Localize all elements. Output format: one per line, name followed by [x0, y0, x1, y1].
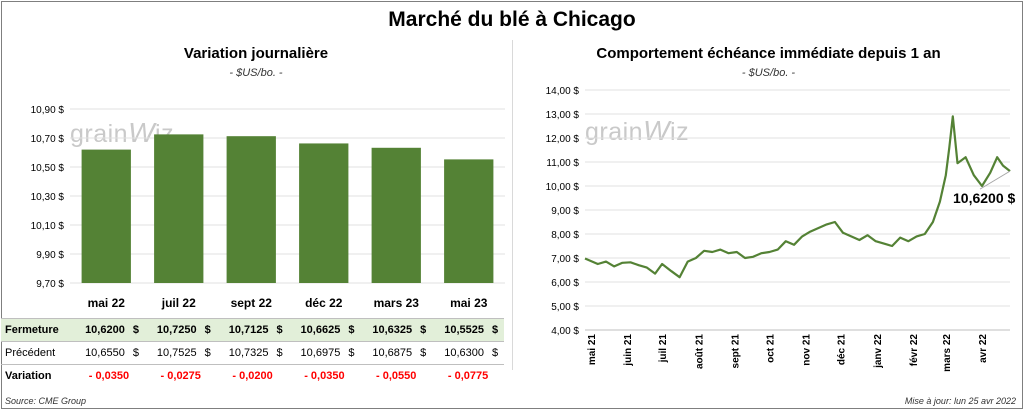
- line-chart: 4,00 $ 5,00 $ 6,00 $ 7,00 $ 8,00 $ 9,00 $ 10,0…: [546, 86, 1016, 372]
- x-tick-label: mai 22: [88, 296, 126, 310]
- currency: $: [416, 318, 433, 342]
- previous-value: 10,6300: [432, 341, 488, 365]
- source-note: Source: CME Group: [5, 396, 87, 406]
- currency: $: [488, 341, 504, 365]
- previous-value: 10,7325: [216, 341, 273, 365]
- x-tick-label: sept 22: [231, 296, 273, 310]
- variation-value: - 0,0350: [304, 370, 345, 383]
- bar: [299, 143, 349, 283]
- x-tick-label: janv 22: [873, 334, 884, 369]
- x-tick-label: déc 21: [837, 334, 848, 366]
- x-tick-label: avr 22: [978, 334, 989, 363]
- y-tick-label: 8,00 $: [551, 230, 579, 241]
- y-tick-label: 10,50 $: [31, 163, 65, 174]
- x-tick-label: juil 22: [161, 296, 196, 310]
- currency: $: [272, 341, 289, 365]
- y-tick-label: 10,30 $: [31, 192, 65, 203]
- y-tick-label: 10,70 $: [31, 134, 65, 145]
- variation-value: - 0,0550: [376, 370, 417, 383]
- watermark-right: grainWiz: [585, 115, 690, 146]
- close-label: Fermeture: [1, 318, 73, 342]
- y-tick-label: 10,90 $: [31, 105, 65, 116]
- x-tick-label: mars 23: [374, 296, 420, 310]
- bar: [81, 149, 131, 283]
- currency: $: [416, 341, 433, 365]
- x-tick-label: févr 22: [909, 334, 920, 367]
- row-variation: Variation - 0,0350 - 0,0275 - 0,0200 - 0…: [1, 365, 504, 388]
- y-tick-label: 9,00 $: [551, 206, 579, 217]
- variation-value: - 0,0775: [447, 370, 489, 383]
- currency: $: [344, 318, 361, 342]
- last-value-label: 10,6200 $: [953, 190, 1015, 206]
- y-tick-label: 9,90 $: [36, 250, 64, 261]
- y-tick-label: 6,00 $: [551, 278, 579, 289]
- bar-chart-unit: - $US/bo. -: [229, 67, 283, 79]
- previous-value: 10,6550: [73, 341, 129, 365]
- y-tick-label: 5,00 $: [551, 302, 579, 313]
- price-line: [584, 115, 1011, 279]
- x-tick-label: août 21: [694, 334, 705, 369]
- bar: [444, 159, 494, 283]
- close-value: 10,7250: [144, 318, 201, 342]
- close-value: 10,7125: [216, 318, 273, 342]
- bar: [154, 134, 204, 283]
- currency: $: [272, 318, 289, 342]
- previous-value: 10,6975: [288, 341, 345, 365]
- previous-value: 10,6875: [360, 341, 417, 365]
- close-value: 10,6200: [73, 318, 129, 342]
- y-tick-label: 10,10 $: [31, 221, 65, 232]
- x-tick-label: juil 21: [658, 334, 669, 364]
- row-close: Fermeture 10,6200 $ 10,7250 $ 10,7125 $ 10,…: [1, 318, 504, 342]
- close-value: 10,6325: [360, 318, 417, 342]
- currency: $: [488, 318, 504, 342]
- bar-chart-title: Variation journalière: [183, 45, 329, 62]
- y-tick-label: 12,00 $: [546, 134, 580, 145]
- x-tick-label: juin 21: [623, 334, 634, 367]
- currency: $: [128, 341, 145, 365]
- x-tick-label: mai 23: [450, 296, 488, 310]
- variation-label: Variation: [5, 370, 52, 383]
- variation-value: - 0,0200: [232, 370, 273, 383]
- variation-value: - 0,0275: [160, 370, 201, 383]
- bar: [226, 136, 276, 283]
- line-chart-title: Comportement échéance immédiate depuis 1…: [596, 45, 941, 62]
- x-tick-label: nov 21: [802, 334, 813, 366]
- y-tick-label: 10,00 $: [546, 182, 580, 193]
- x-tick-label: oct 21: [765, 334, 776, 363]
- main-title: Marché du blé à Chicago: [388, 8, 636, 31]
- x-tick-label: mai 21: [587, 334, 598, 366]
- previous-label: Précédent: [1, 341, 73, 365]
- callout-line: [979, 170, 1011, 190]
- update-note: Mise à jour: lun 25 avr 2022: [904, 396, 1016, 406]
- y-tick-label: 7,00 $: [551, 254, 579, 265]
- bar-chart: 9,70 $ 9,90 $ 10,10 $ 10,30 $ 10,50 $ 10,70 $…: [31, 105, 505, 310]
- y-tick-label: 4,00 $: [551, 326, 579, 337]
- previous-value: 10,7525: [144, 341, 201, 365]
- variation-value: - 0,0350: [88, 370, 130, 383]
- y-tick-label: 11,00 $: [546, 158, 579, 169]
- x-tick-label: mars 22: [942, 334, 953, 372]
- y-tick-label: 9,70 $: [36, 279, 64, 290]
- currency: $: [128, 318, 145, 342]
- watermark-left: grainWiz: [70, 117, 175, 148]
- x-tick-label: sept 21: [730, 334, 741, 369]
- bar: [371, 147, 421, 283]
- panel-divider: [512, 40, 513, 370]
- currency: $: [200, 341, 217, 365]
- x-tick-label: déc 22: [305, 296, 343, 310]
- currency: $: [200, 318, 217, 342]
- y-tick-label: 13,00 $: [546, 110, 580, 121]
- close-value: 10,5525: [432, 318, 488, 342]
- y-tick-label: 14,00 $: [546, 86, 580, 97]
- close-value: 10,6625: [288, 318, 345, 342]
- currency: $: [344, 341, 361, 365]
- row-previous: Précédent 10,6550 $ 10,7525 $ 10,7325 $ 10,…: [1, 341, 504, 365]
- line-chart-unit: - $US/bo. -: [741, 67, 796, 79]
- price-table: Fermeture 10,6200 $ 10,7250 $ 10,7125 $ 10,…: [1, 318, 504, 388]
